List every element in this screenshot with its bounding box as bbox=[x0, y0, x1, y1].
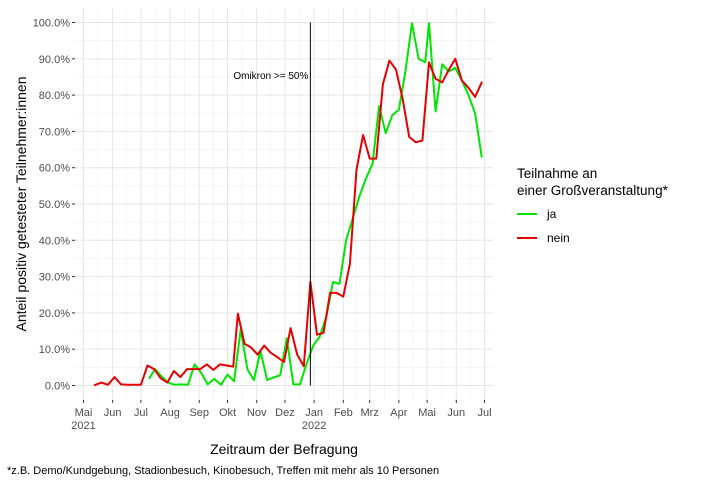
y-tick-label: 60.0% bbox=[39, 163, 70, 175]
y-axis-title: Anteil positiv getesteter Teilnehmer:inn… bbox=[13, 76, 29, 331]
x-tick-label: Jan bbox=[305, 407, 323, 419]
annotation-label: Omikron >= 50% bbox=[233, 71, 308, 82]
x-year-label: 2021 bbox=[71, 420, 95, 432]
x-year-label: 2022 bbox=[302, 420, 326, 432]
legend-label-ja: ja bbox=[546, 207, 557, 221]
y-tick-label: 20.0% bbox=[39, 308, 70, 320]
y-tick-label: 80.0% bbox=[39, 90, 70, 102]
x-tick-label: Sep bbox=[189, 407, 209, 419]
x-tick-label: Mai bbox=[75, 407, 93, 419]
y-tick-label: 40.0% bbox=[39, 235, 70, 247]
x-tick-label: Jun bbox=[104, 407, 122, 419]
legend-label-nein: nein bbox=[547, 231, 570, 245]
series-lines bbox=[93, 22, 483, 387]
y-tick-label: 50.0% bbox=[39, 199, 70, 211]
x-tick-label: Jun bbox=[447, 407, 465, 419]
series-line-nein bbox=[93, 57, 483, 387]
x-tick-label: Dez bbox=[275, 407, 295, 419]
x-tick-label: Mrz bbox=[361, 407, 379, 419]
annotation: Omikron >= 50% bbox=[233, 22, 311, 386]
series-line-ja bbox=[148, 22, 483, 386]
x-tick-label: Jul bbox=[477, 407, 491, 419]
grid bbox=[75, 8, 493, 400]
legend: Teilnahme an einer Großveranstaltung* ja… bbox=[517, 166, 669, 245]
x-axis-title: Zeitraum der Befragung bbox=[210, 441, 358, 457]
x-tick-label: Feb bbox=[334, 407, 353, 419]
x-tick-label: Mai bbox=[418, 407, 436, 419]
caption: *z.B. Demo/Kundgebung, Stadionbesuch, Ki… bbox=[7, 465, 439, 477]
x-tick-label: Aug bbox=[160, 407, 180, 419]
y-tick-label: 90.0% bbox=[39, 54, 70, 66]
x-tick-label: Jul bbox=[134, 407, 148, 419]
y-tick-label: 100.0% bbox=[33, 18, 71, 30]
x-tick-label: Apr bbox=[390, 407, 407, 419]
axes: 0.0% 10.0% 20.0% 30.0% 40.0% 50.0% 60.0% 70.0% 8… bbox=[33, 18, 492, 432]
x-tick-label: Okt bbox=[219, 407, 236, 419]
legend-title-line2: einer Großveranstaltung* bbox=[517, 183, 669, 198]
x-tick-label: Nov bbox=[247, 407, 267, 419]
y-tick-label: 70.0% bbox=[39, 126, 70, 138]
y-tick-label: 0.0% bbox=[45, 380, 70, 392]
legend-title-line1: Teilnahme an bbox=[517, 166, 597, 181]
y-tick-label: 10.0% bbox=[39, 344, 70, 356]
y-tick-label: 30.0% bbox=[39, 272, 70, 284]
